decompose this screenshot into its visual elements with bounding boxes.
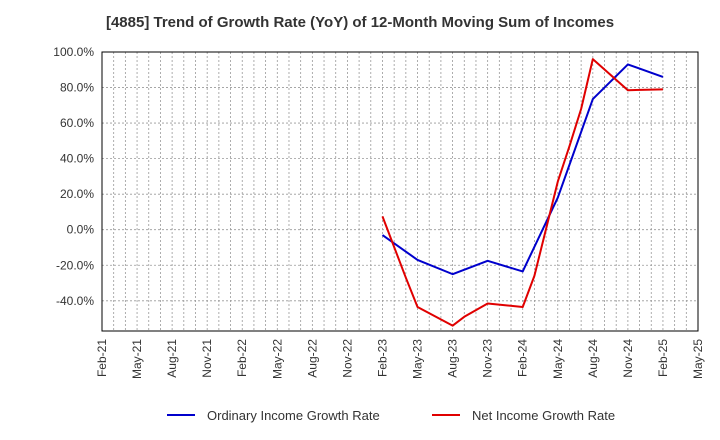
y-axis-tick-labels: 100.0% 80.0% 60.0% 40.0% 20.0% 0.0% -20.0% -40.… (53, 45, 94, 308)
legend: Ordinary Income Growth Rate Net Income Gr… (167, 408, 615, 423)
series-line-net-income (381, 58, 663, 327)
x-tick-label: Nov-21 (200, 339, 214, 378)
x-tick-label: May-24 (551, 339, 565, 379)
legend-label: Ordinary Income Growth Rate (207, 408, 380, 423)
x-tick-label: Nov-23 (481, 339, 495, 378)
x-tick-label: Feb-24 (516, 339, 530, 377)
legend-label: Net Income Growth Rate (472, 408, 615, 423)
y-tick-label: 40.0% (60, 152, 94, 166)
y-tick-label: 0.0% (67, 223, 95, 237)
x-tick-label: Aug-21 (165, 339, 179, 378)
x-tick-label: Feb-22 (235, 339, 249, 377)
grid-lines (102, 51, 698, 331)
chart-title: [4885] Trend of Growth Rate (YoY) of 12-… (105, 14, 615, 31)
x-tick-label: Aug-24 (586, 339, 600, 378)
x-tick-label: Feb-23 (375, 339, 389, 377)
y-tick-label: -20.0% (56, 258, 94, 272)
x-tick-label: May-22 (270, 339, 284, 379)
y-tick-label: 100.0% (53, 45, 94, 59)
y-tick-label: 20.0% (60, 187, 94, 201)
series-line-ordinary-income (381, 63, 664, 276)
x-tick-label: May-21 (130, 339, 144, 379)
y-tick-label: 80.0% (60, 81, 94, 95)
plot-area (102, 52, 698, 331)
series-lines (381, 58, 664, 327)
x-tick-label: May-25 (691, 339, 705, 379)
x-tick-label: Aug-22 (305, 339, 319, 378)
plot-frame (101, 51, 699, 332)
x-tick-label: Aug-23 (446, 339, 460, 378)
y-tick-label: -40.0% (56, 294, 94, 308)
x-tick-label: Nov-22 (340, 339, 354, 378)
x-axis-tick-labels: Feb-21 May-21 Aug-21 Nov-21 Feb-22 May-22 Aug-… (95, 339, 705, 379)
x-tick-label: May-23 (411, 339, 425, 379)
x-tick-label: Feb-25 (656, 339, 670, 377)
y-tick-label: 60.0% (60, 116, 94, 130)
x-tick-label: Feb-21 (95, 339, 109, 377)
x-tick-label: Nov-24 (621, 339, 635, 378)
